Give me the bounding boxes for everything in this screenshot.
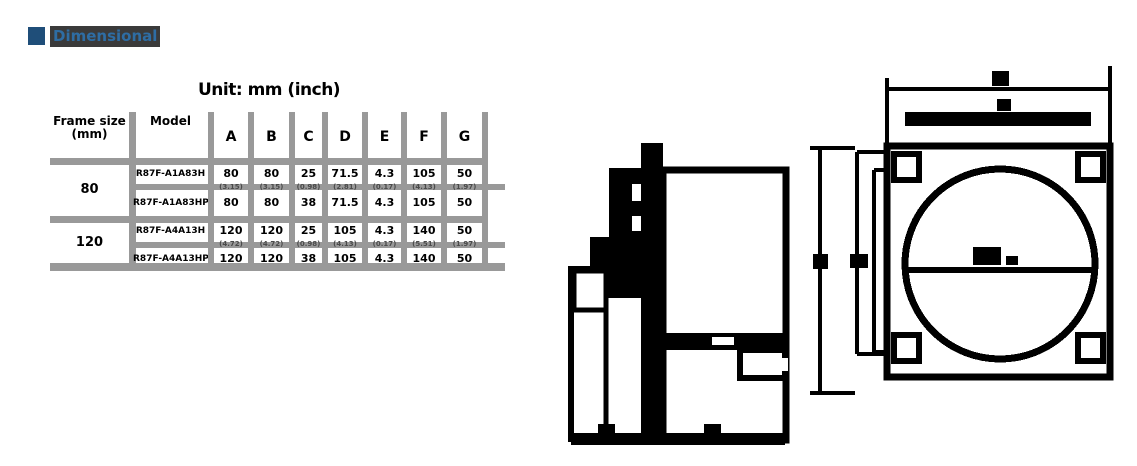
frame-size-cell: 80 [80,182,99,197]
dimension-inch-cell: (1.97) [452,240,477,248]
grid-vline [129,112,136,271]
dimension-value-cell: 25 [300,224,317,237]
column-header: Frame size (mm) [53,115,126,141]
dimension-value-cell: 71.5 [331,196,359,209]
dimension-value-cell: 80 [223,196,239,209]
dimension-value-cell: 140 [412,224,436,237]
dimension-inch-cell: (4.72) [259,240,284,248]
dimension-inch-cell: (0.98) [296,240,321,248]
dimension-value-cell: 105 [412,196,436,209]
body-outline [659,166,790,444]
dimension-value-cell: 50 [456,196,473,209]
dimension-inch-cell: (5.51) [412,240,436,248]
dimension-value-cell: 4.3 [374,167,395,180]
grid-hline [129,184,505,190]
grid-hline [129,242,505,248]
dimension-value-cell: 120 [219,252,243,265]
dimension-value-cell: 80 [263,167,280,180]
column-header: B [266,129,277,145]
dimension-inch-cell: (0.98) [296,183,321,191]
column-header: E [379,129,390,145]
grid-hline [50,263,505,271]
dimension-inch-cell: (3.15) [219,183,243,191]
dimension-inch-cell: (2.81) [333,183,357,191]
flange-bar [641,143,663,442]
grid-vline [441,112,447,271]
diameter-label [973,247,1001,265]
dimension-label [850,254,868,268]
section-bullet-icon [28,27,45,45]
dimension-value-cell: 140 [412,252,436,265]
model-cell: R87F-A1A83H [135,169,206,179]
column-header: C [303,129,314,145]
dimension-inch-cell: (0.17) [372,240,397,248]
mounting-hole [1075,151,1106,183]
dimension-value-cell: 50 [456,167,473,180]
column-header: G [458,129,471,145]
dimension-value-cell: 4.3 [374,196,395,209]
column-header: F [419,129,429,145]
grid-vline [322,112,328,271]
grid-vline [289,112,295,271]
dimension-inch-cell: (4.72) [219,240,243,248]
frame-outline [883,142,1114,381]
dimension-label [992,71,1009,86]
rib-notch [632,216,641,231]
dimension-bar [905,112,1091,126]
front-view-drawing [810,66,1114,395]
dimension-value-cell: 105 [333,224,357,237]
dimension-value-cell: 120 [219,224,243,237]
dimension-value-cell: 120 [260,224,283,237]
grid-vline [248,112,254,271]
hook-outline [737,347,788,381]
mounting-hole [891,332,922,364]
column-header: A [225,129,237,145]
dimension-inch-cell: (1.97) [452,183,477,191]
unit-label: Unit: mm (inch) [198,80,341,100]
terminal-box [571,268,609,313]
grid-vline [208,112,214,271]
dimension-value-cell: 50 [456,252,473,265]
model-cell: R87F-A1A83HP [133,198,208,208]
dimension-value-cell: 105 [412,167,436,180]
hook-opening [774,358,788,371]
dimension-value-cell: 25 [300,167,317,180]
dimension-value-cell: 80 [223,167,239,180]
circular-opening [901,165,1099,363]
grid-vline [482,112,488,271]
mounting-hole [891,151,922,183]
dimension-inch-cell: (4.13) [333,240,357,248]
hook-slot [712,337,734,345]
diameter-label [1006,256,1018,265]
frame-size-cell: 120 [75,235,104,250]
dimension-value-cell: 4.3 [374,252,395,265]
grid-vline [362,112,368,271]
dimension-label [813,254,828,269]
dimension-value-cell: 105 [333,252,357,265]
mounting-hole [1075,332,1106,364]
dimension-value-cell: 71.5 [331,167,359,180]
column-header: D [339,129,351,145]
dimension-value-cell: 120 [260,252,283,265]
dimension-value-cell: 38 [300,196,317,209]
rib-notch [632,184,641,201]
bottom-band [571,433,785,445]
dimension-value-cell: 80 [263,196,280,209]
side-view-drawing [568,143,790,445]
column-header: Model [149,115,192,128]
dimension-value-cell: 4.3 [374,224,395,237]
dimension-inch-cell: (0.17) [372,183,397,191]
grid-vline [401,112,407,271]
grid-hline [50,158,488,165]
model-cell: R87F-A4A13H [135,226,206,236]
dimension-label [997,99,1011,111]
section-title: Dimensional [50,26,161,47]
dimension-inch-cell: (3.15) [259,183,284,191]
dimension-inch-cell: (4.13) [412,183,436,191]
dimension-value-cell: 50 [456,224,473,237]
model-cell: R87F-A4A13HP [133,254,208,264]
dimension-value-cell: 38 [300,252,317,265]
grid-hline [50,216,488,223]
